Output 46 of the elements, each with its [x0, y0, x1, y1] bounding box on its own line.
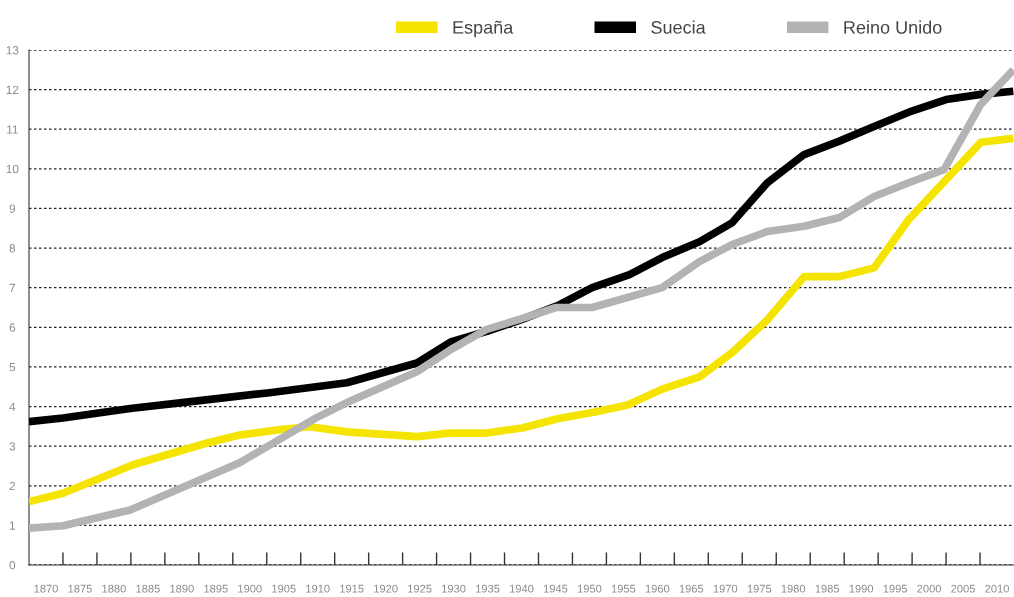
x-tick-label: 1985 — [815, 584, 840, 593]
y-tick-label: 7 — [9, 283, 16, 292]
x-tick-label: 1995 — [883, 584, 908, 593]
legend-label: Reino Unido — [844, 20, 942, 34]
x-tick-label: 1910 — [306, 584, 330, 593]
x-tick-label: 2010 — [985, 584, 1009, 593]
x-tick-label: 1970 — [713, 584, 738, 593]
y-tick-label: 9 — [9, 204, 16, 213]
x-tick-label: 1885 — [136, 584, 160, 593]
y-tick-label: 12 — [6, 85, 19, 94]
x-tick-label: 1990 — [849, 584, 874, 593]
y-tick-label: 0 — [9, 561, 16, 570]
x-tick-label: 2005 — [951, 584, 975, 593]
y-tick-label: 3 — [9, 442, 16, 451]
x-tick-label: 1915 — [340, 584, 364, 593]
x-tick-label: 1940 — [509, 584, 534, 593]
y-tick-label: 8 — [9, 244, 16, 253]
x-tick-label: 1880 — [102, 584, 126, 593]
y-tick-label: 10 — [6, 164, 19, 174]
x-tick-label: 1870 — [34, 584, 58, 593]
y-tick-label: 6 — [9, 323, 16, 332]
x-tick-label: 1960 — [645, 584, 670, 593]
x-tick-label: 2000 — [917, 584, 942, 593]
x-tick-label: 1975 — [747, 584, 772, 593]
x-tick-label: 1935 — [476, 584, 500, 593]
x-tick-label: 1925 — [408, 584, 432, 593]
x-tick-label: 1955 — [611, 584, 636, 593]
y-tick-label: 2 — [9, 481, 16, 491]
x-tick-label: 1895 — [204, 584, 228, 593]
legend-label: España — [453, 20, 514, 38]
x-tick-label: 1905 — [272, 584, 296, 593]
x-tick-label: 1980 — [781, 584, 806, 593]
x-tick-label: 1875 — [68, 584, 92, 593]
x-tick-label: 1930 — [442, 584, 466, 593]
y-tick-label: 4 — [9, 402, 16, 411]
legend-label: Suecia — [651, 20, 706, 34]
y-tick-label: 5 — [9, 363, 16, 372]
x-tick-label: 1950 — [577, 584, 602, 593]
x-tick-label: 1945 — [543, 584, 568, 593]
y-tick-label: 1 — [9, 521, 16, 530]
x-tick-label: 1965 — [679, 584, 704, 593]
x-tick-label: 1920 — [374, 584, 398, 593]
y-tick-label: 13 — [6, 46, 19, 55]
x-tick-label: 1890 — [170, 584, 194, 593]
x-tick-label: 1900 — [238, 584, 262, 593]
y-tick-label: 11 — [7, 125, 18, 134]
